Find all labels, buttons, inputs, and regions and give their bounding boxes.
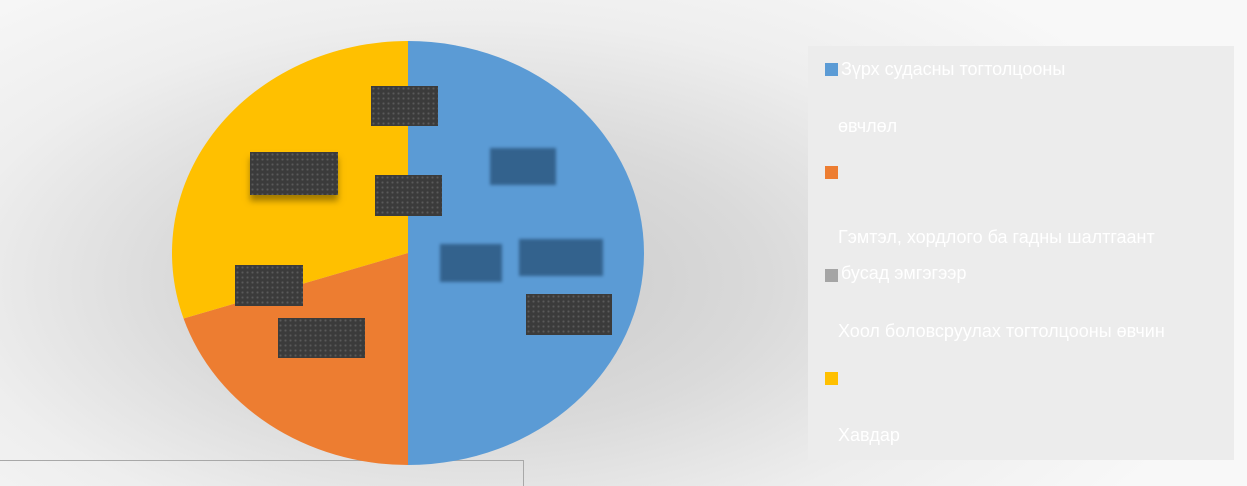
data-label-redacted: [371, 86, 438, 126]
frame-line: [0, 460, 523, 461]
data-label-redacted: [278, 318, 365, 358]
pie-slice: [183, 253, 408, 465]
data-label-redacted: [490, 148, 556, 185]
legend-label: Гэмтэл, хордлого ба гадны шалтгаант: [838, 227, 1155, 247]
legend-label: бусад эмгэгээр: [841, 263, 967, 283]
data-label-redacted: [375, 175, 442, 216]
data-label-redacted: [250, 152, 338, 195]
data-label-redacted: [235, 265, 303, 306]
legend-label: Хоол боловсруулах тогтолцооны өвчин: [838, 321, 1165, 341]
legend-swatch-yellow: [825, 372, 838, 385]
legend-label: Хавдар: [838, 425, 900, 445]
legend-swatch-blue: [825, 63, 838, 76]
data-label-redacted: [519, 239, 603, 276]
legend-label: Зүрх судасны тогтолцооны: [841, 59, 1066, 79]
frame-line: [523, 460, 524, 486]
data-label-redacted: [526, 294, 612, 335]
legend-swatch-gray: [825, 269, 838, 282]
legend-panel: [808, 46, 1234, 460]
legend-swatch-orange: [825, 166, 838, 179]
legend-label: өвчлөл: [838, 116, 898, 136]
pie-chart: [171, 41, 644, 465]
data-label-redacted: [440, 244, 502, 282]
